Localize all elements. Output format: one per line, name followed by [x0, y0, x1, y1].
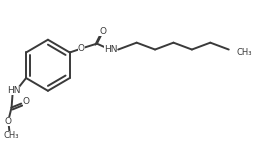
Text: O: O	[4, 117, 11, 126]
Text: O: O	[78, 44, 85, 53]
Text: HN: HN	[7, 86, 20, 95]
Text: O: O	[23, 97, 30, 106]
Text: CH₃: CH₃	[4, 131, 19, 139]
Text: O: O	[99, 27, 106, 36]
Text: HN: HN	[104, 45, 117, 54]
Text: CH₃: CH₃	[237, 48, 252, 57]
